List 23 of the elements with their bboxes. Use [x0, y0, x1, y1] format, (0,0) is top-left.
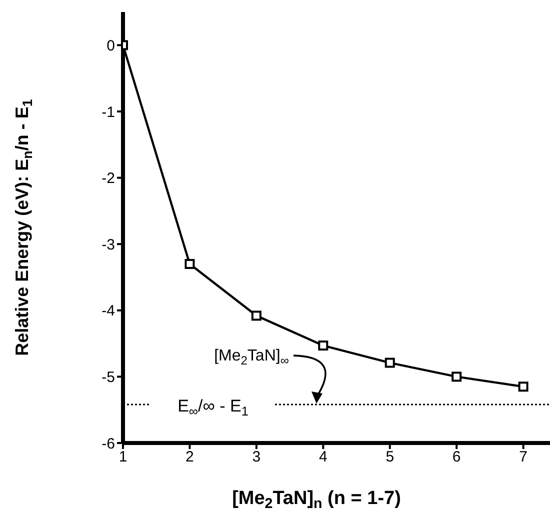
- point: [251, 310, 262, 321]
- x-tick-label: 1: [118, 448, 128, 466]
- y-tick-label: -3: [102, 236, 115, 254]
- x-tick-label: 2: [186, 448, 194, 466]
- y-tick-label: -1: [102, 104, 115, 121]
- point: [318, 340, 328, 351]
- x-tick-label: 5: [386, 448, 394, 466]
- y-tick-label: -4: [102, 302, 115, 320]
- y-tick-label: -2: [102, 170, 115, 188]
- point: [184, 258, 195, 269]
- annotation: [Me$_{2}$TaN]$_{∞}$: [214, 348, 290, 368]
- point: [452, 372, 462, 382]
- x-tick-label: 6: [452, 448, 461, 466]
- y-tick-label: 0: [106, 37, 115, 54]
- x-axis-title: [Me$_{2}$TaN]$_{n}$ (n = 1-7): [232, 488, 401, 512]
- x-tick-label: 7: [519, 448, 528, 466]
- x-tick-label: 4: [318, 448, 328, 466]
- point: [518, 382, 528, 392]
- x-tick-label: 3: [252, 448, 261, 466]
- y-tick-label: -5: [102, 369, 115, 386]
- point: [384, 358, 395, 368]
- y-tick-label: -6: [102, 435, 115, 452]
- ref-line-label: E$_{∞}$/∞ - E$_{1}$: [178, 396, 248, 418]
